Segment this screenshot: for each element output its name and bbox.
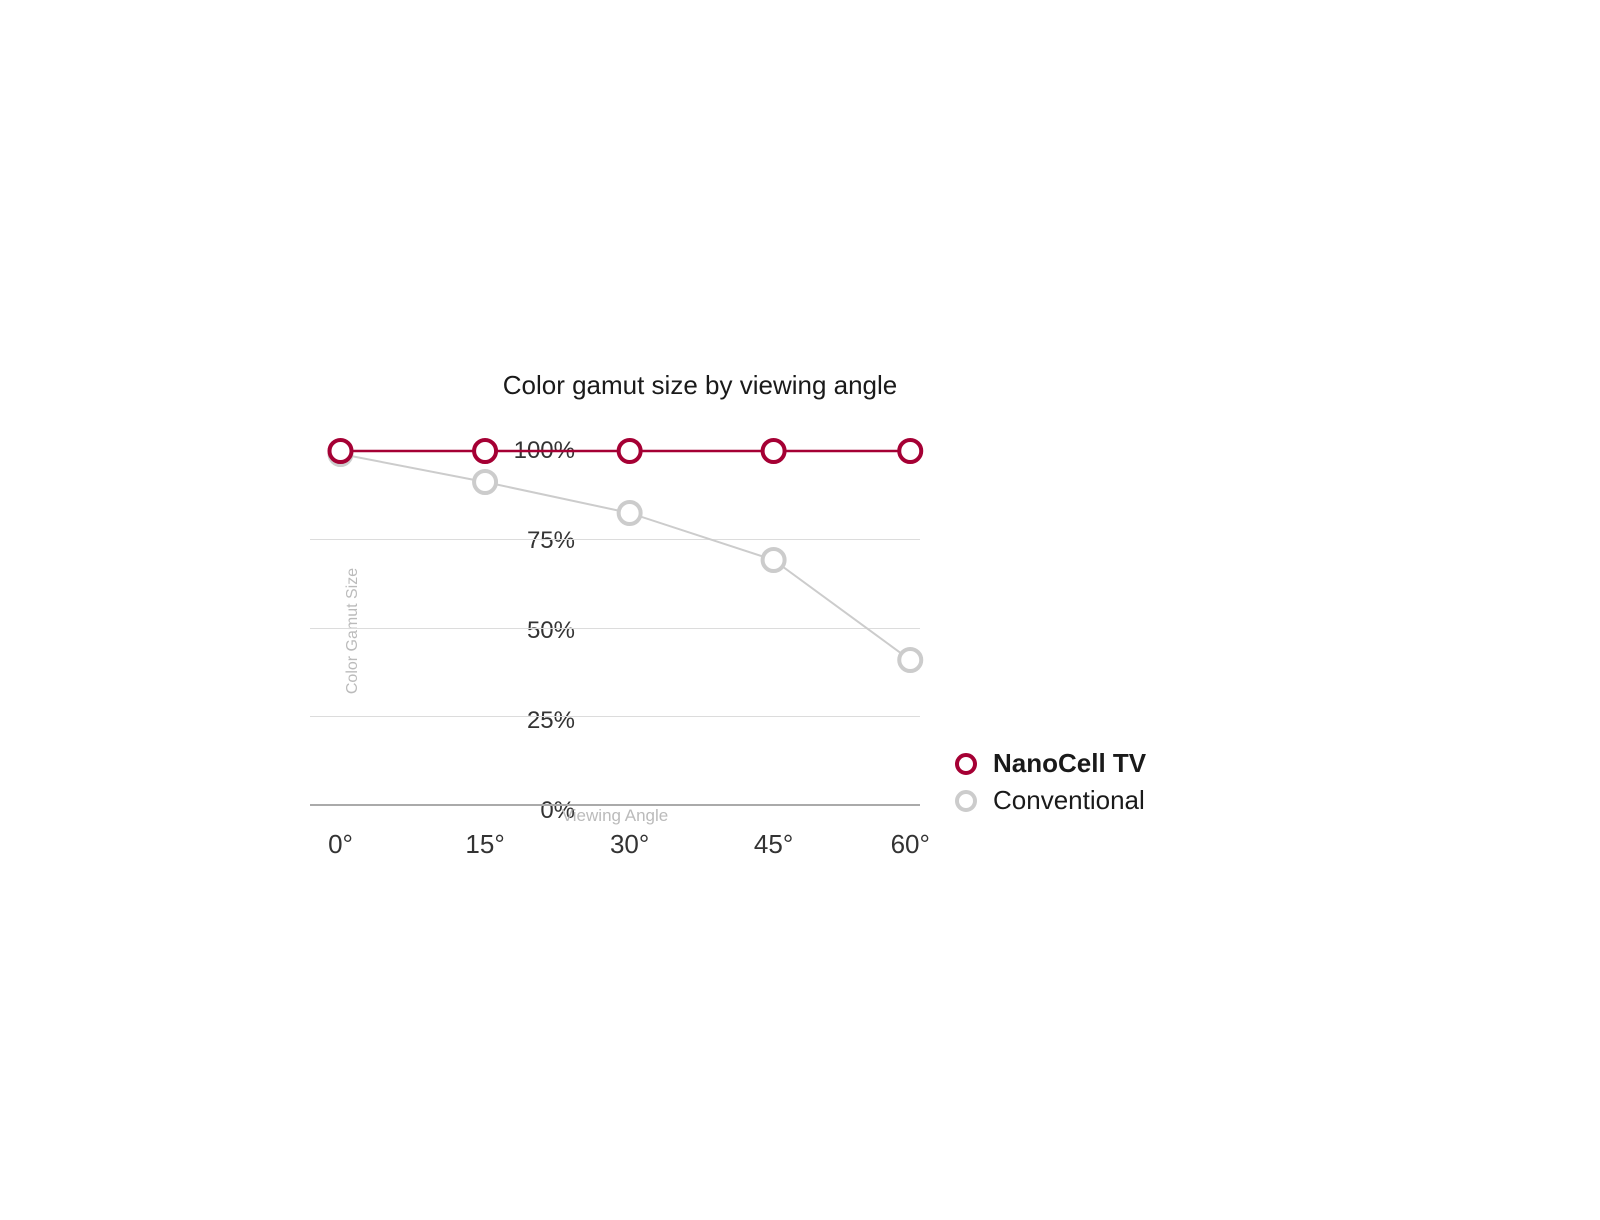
x-tick-60: 60° — [891, 829, 930, 860]
legend-label: Conventional — [993, 785, 1145, 816]
x-tick-0: 0° — [328, 829, 353, 860]
x-tick-15: 15° — [465, 829, 504, 860]
legend: NanoCell TV Conventional — [955, 748, 1146, 822]
x-axis-label: Viewing Angle — [562, 806, 669, 826]
chart-svg — [310, 451, 920, 806]
plot-area: Viewing Angle 0° 15° 30° 45° 60° — [310, 451, 920, 806]
legend-item-conventional: Conventional — [955, 785, 1146, 816]
legend-item-nanocell: NanoCell TV — [955, 748, 1146, 779]
chart-title: Color gamut size by viewing angle — [200, 370, 1200, 401]
legend-label: NanoCell TV — [993, 748, 1146, 779]
x-tick-30: 30° — [610, 829, 649, 860]
x-tick-45: 45° — [754, 829, 793, 860]
circle-marker-icon — [955, 790, 977, 812]
circle-marker-icon — [955, 753, 977, 775]
